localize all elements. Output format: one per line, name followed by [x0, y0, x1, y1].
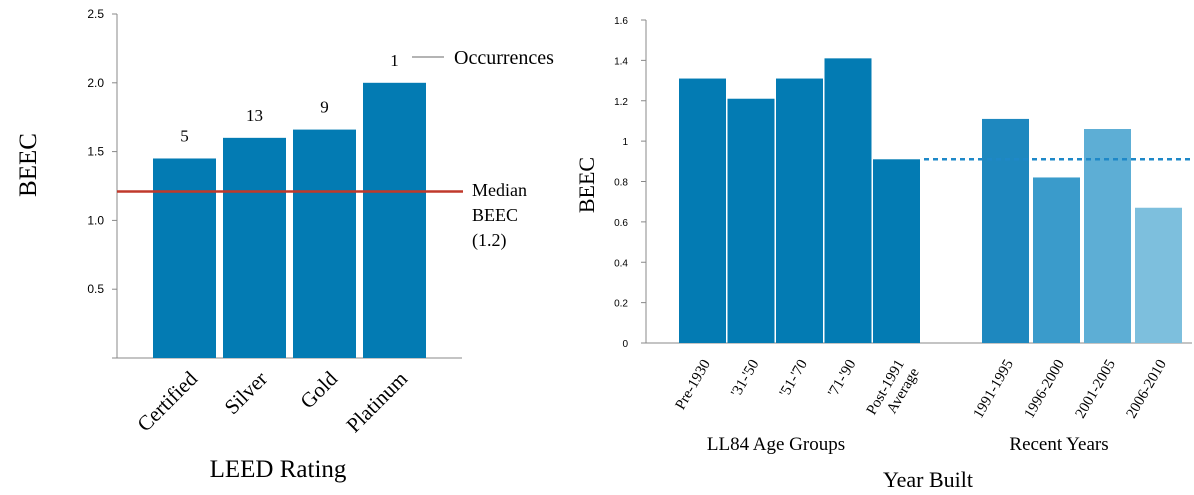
- right-x-tick-label: 1996-2000: [1022, 357, 1068, 421]
- group-label-ll84: LL84 Age Groups: [707, 434, 845, 455]
- left-y-tick-label: 2.5: [87, 7, 104, 21]
- occurrence-label: 1: [390, 51, 399, 70]
- bar-age-2: [776, 78, 823, 343]
- right-y-tick-label: 0: [622, 339, 628, 350]
- bar-platinum: [363, 82, 426, 359]
- right-x-tick-label-line: Pre-1930: [673, 357, 714, 413]
- right-x-tick-label-line: 2006-2010: [1124, 357, 1170, 421]
- left-x-tick-label: Certified: [132, 366, 202, 436]
- right-x-tick-label: '51-'70: [777, 357, 811, 400]
- bar-recent-3: [1135, 207, 1182, 343]
- bar-certified: [153, 158, 216, 358]
- right-y-tick-label: 0.6: [614, 218, 628, 229]
- right-y-tick-label: 1.4: [614, 56, 628, 67]
- right-x-tick-label: 2006-2010: [1124, 357, 1170, 421]
- right-x-tick-label-line: '31-'50: [728, 357, 762, 400]
- right-y-tick-label: 0.4: [614, 258, 628, 269]
- right-x-tick-label: Post-1991Average: [864, 357, 923, 426]
- right-y-tick-label: 1.6: [614, 16, 628, 27]
- left-y-axis-label: BEEC: [15, 133, 42, 197]
- right-x-tick-label: '71-'90: [825, 357, 859, 400]
- occurrences-label: Occurrences: [454, 47, 554, 69]
- right-y-tick-label: 1.2: [614, 97, 628, 108]
- left-y-tick-label: 1.5: [87, 145, 104, 159]
- right-x-tick-label-line: '71-'90: [825, 357, 859, 400]
- median-label-line-2: BEEC: [472, 205, 518, 225]
- median-label-line-1: Median: [472, 180, 527, 200]
- left-chart: BEEC LEED Rating Occurrences Median BEEC…: [15, 7, 554, 483]
- bar-age-3: [824, 58, 872, 343]
- bar-age-1: [727, 98, 775, 343]
- right-x-tick-label: Pre-1930: [673, 357, 714, 413]
- median-label-line-3: (1.2): [472, 230, 507, 251]
- bar-recent-1: [1033, 177, 1080, 343]
- left-x-tick-label: Platinum: [341, 367, 412, 438]
- bar-age-4: [873, 159, 920, 343]
- right-x-tick-label: 1991-1995: [971, 357, 1017, 421]
- left-y-tick-label: 0.5: [87, 282, 104, 296]
- right-x-axis-label: Year Built: [883, 467, 973, 492]
- right-y-axis-label: BEEC: [574, 157, 599, 213]
- right-x-tick-label: '31-'50: [728, 357, 762, 400]
- bar-gold: [293, 129, 356, 358]
- bar-silver: [223, 137, 286, 358]
- left-y-tick-label: 1.0: [87, 213, 104, 227]
- right-x-tick-label-line: '51-'70: [777, 357, 811, 400]
- left-x-tick-label: Gold: [295, 366, 342, 413]
- right-x-tick-label: 2001-2005: [1073, 357, 1119, 421]
- right-y-tick-label: 0.2: [614, 299, 628, 310]
- left-x-tick-label: Silver: [220, 367, 272, 419]
- left-y-tick-label: 2.0: [87, 76, 104, 90]
- right-x-tick-label-line: 1996-2000: [1022, 357, 1068, 421]
- right-y-tick-label: 1: [622, 137, 628, 148]
- bar-recent-0: [982, 118, 1029, 343]
- occurrence-label: 13: [246, 106, 263, 125]
- left-x-axis-label: LEED Rating: [210, 456, 347, 483]
- occurrence-label: 5: [180, 126, 189, 145]
- occurrence-label: 9: [320, 98, 329, 117]
- bar-age-0: [679, 78, 726, 343]
- group-label-recent: Recent Years: [1009, 434, 1108, 455]
- right-x-tick-label-line: 1991-1995: [971, 357, 1017, 421]
- right-y-tick-label: 0.8: [614, 178, 628, 189]
- bar-recent-2: [1084, 129, 1131, 343]
- right-x-tick-label-line: 2001-2005: [1073, 357, 1119, 421]
- right-chart: BEEC Year Built LL84 Age Groups Recent Y…: [574, 16, 1192, 492]
